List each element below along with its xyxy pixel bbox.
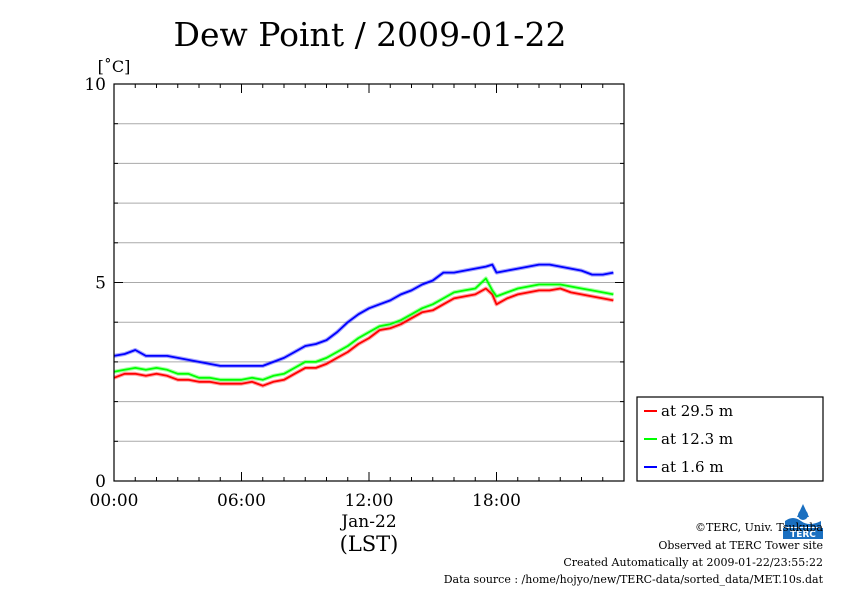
x-tick-label: 18:00	[472, 491, 521, 511]
series-line	[113, 287, 614, 387]
ticks: 0 5 10 00:00 06:00 12:00 18:00 Jan-22(LST)	[84, 75, 625, 556]
series-halo	[113, 276, 614, 382]
logo-text: TERC	[790, 530, 816, 539]
x-tick-label: 00:00	[90, 491, 139, 511]
legend-label: at 1.6 m	[661, 458, 724, 476]
series-line	[113, 277, 614, 381]
footer-observed: Observed at TERC Tower site	[658, 539, 823, 552]
x-tick-label: 06:00	[217, 491, 266, 511]
legend-box	[636, 396, 824, 482]
terc-logo: TERC	[783, 503, 823, 539]
series-at-12-3-m	[113, 276, 614, 382]
x-tick-label: 12:00	[345, 491, 394, 511]
series-at-29-5-m	[113, 286, 614, 388]
legend-label: at 12.3 m	[661, 430, 733, 448]
series-halo	[113, 262, 614, 368]
legend-label: at 29.5 m	[661, 402, 733, 420]
series-layer	[113, 262, 614, 388]
y-tick-label: 10	[84, 75, 106, 95]
y-tick-label: 0	[95, 472, 106, 492]
series-line	[113, 263, 614, 367]
x-axis-unit-label: (LST)	[340, 532, 399, 556]
x-axis-date-label: Jan-22	[339, 512, 396, 532]
chart-title: Dew Point / 2009-01-22	[174, 15, 567, 54]
y-tick-label: 5	[95, 274, 106, 294]
footer-copyright: ©TERC, Univ. Tsukuba	[694, 521, 823, 534]
y-axis-label: [˚C]	[98, 57, 131, 76]
footer-source: Data source : /home/hojyo/new/TERC-data/…	[443, 573, 823, 586]
legend: at 29.5 m at 12.3 m at 1.6 m	[636, 396, 824, 482]
series-at-1-6-m	[113, 262, 614, 368]
footer-created: Created Automatically at 2009-01-22/23:5…	[563, 556, 823, 569]
